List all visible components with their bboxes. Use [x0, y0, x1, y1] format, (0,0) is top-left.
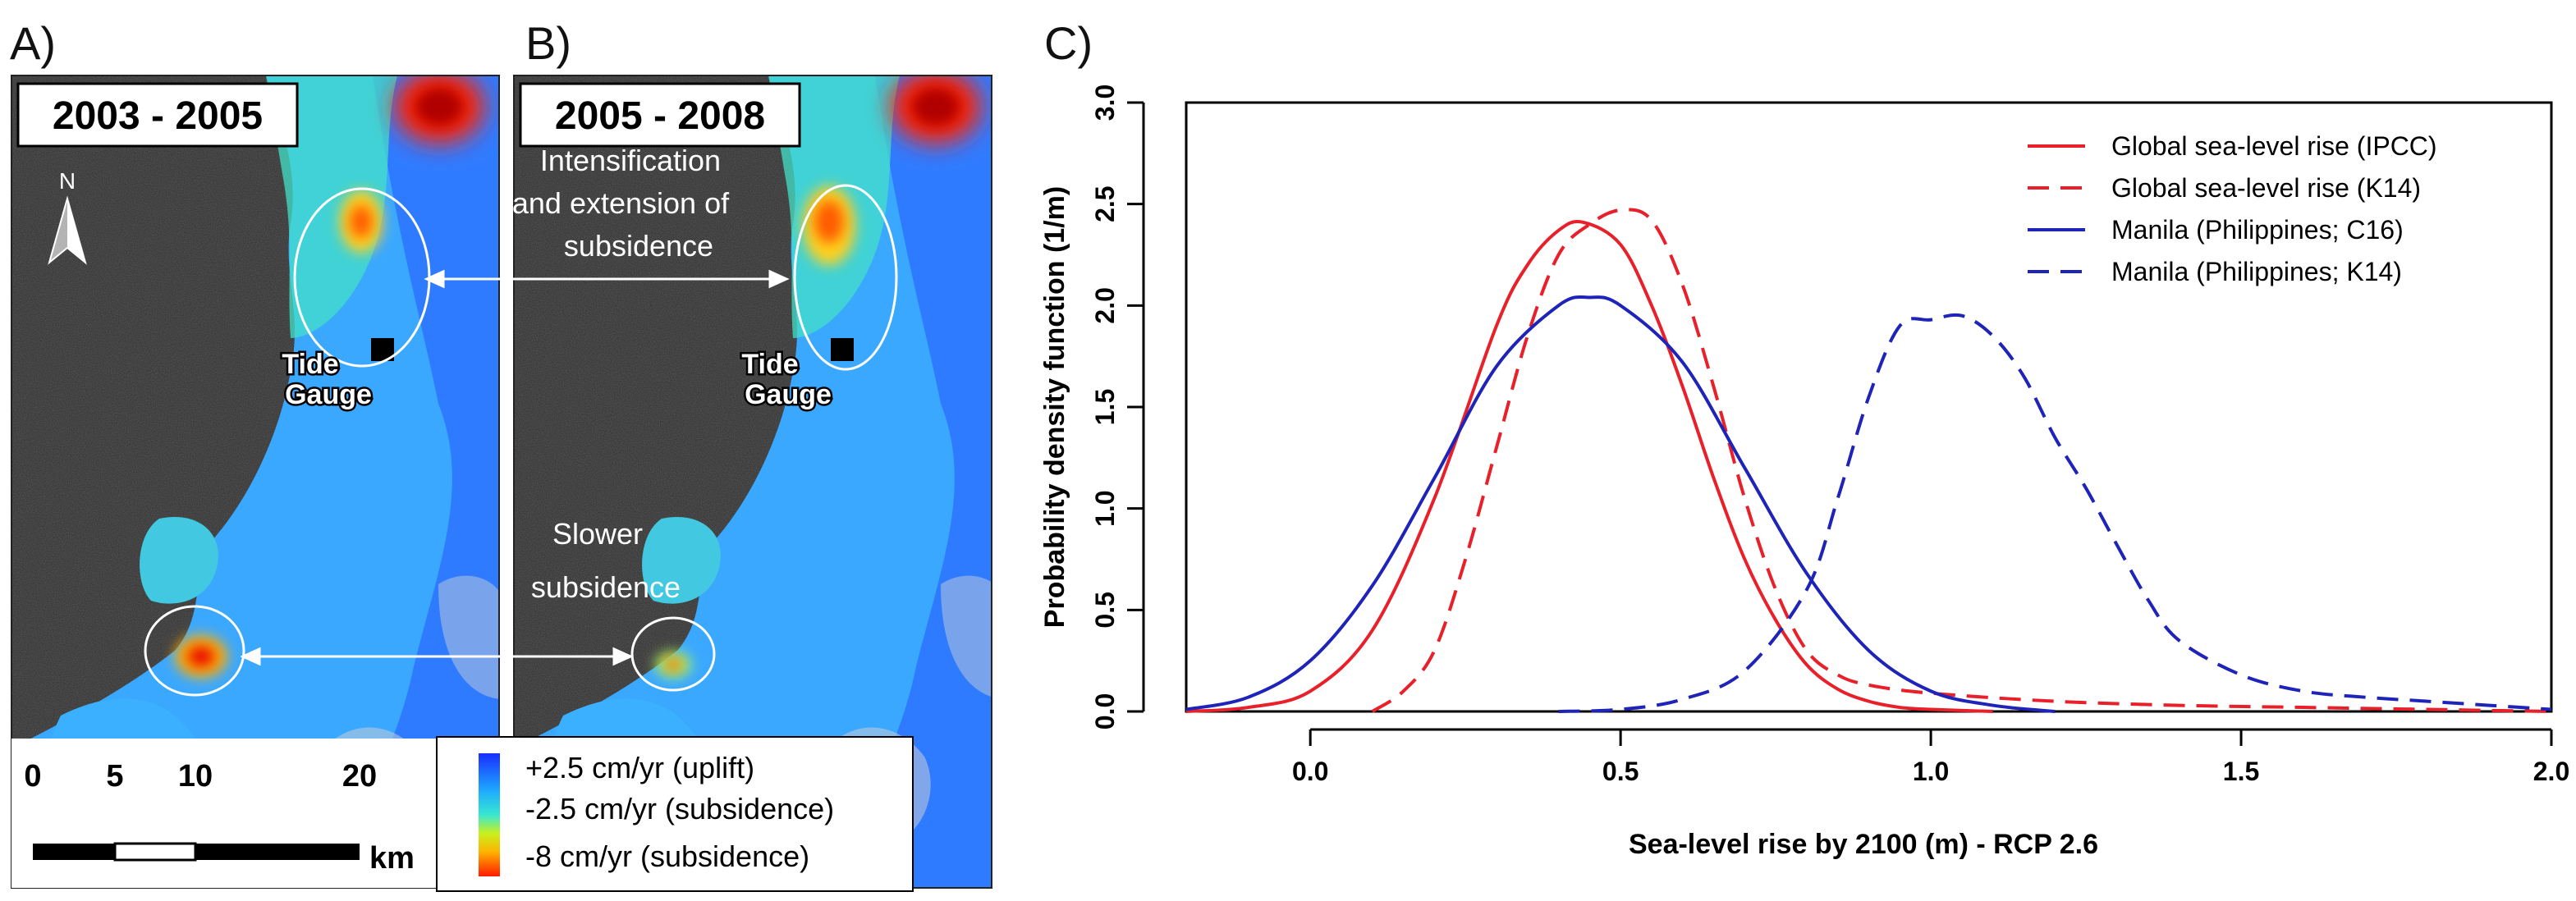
color-legend-bar [479, 753, 500, 876]
x-axis: 0.0 0.5 1.0 1.5 2.0 [1292, 728, 2569, 786]
y-tick-label: 0.5 [1090, 592, 1120, 628]
x-tick-label: 0.5 [1602, 757, 1639, 786]
series-line-2 [1185, 295, 2056, 713]
panel-b-period-box [519, 82, 801, 148]
legend-label-3: Manila (Philippines; K14) [2111, 257, 2402, 286]
color-legend: +2.5 cm/yr (uplift) -2.5 cm/yr (subsiden… [436, 736, 914, 892]
panel-a-period: 2003 - 2005 [53, 94, 263, 138]
panel-a-highlight-ellipse-south [144, 605, 245, 697]
panel-b-letter: B) [525, 17, 571, 69]
scale-segment-2 [113, 842, 197, 862]
scale-tick-5: 5 [106, 759, 123, 794]
panel-a-tide-line2: Gauge [285, 379, 372, 410]
x-tick-label: 2.0 [2533, 757, 2569, 786]
scale-segment-3 [195, 844, 360, 860]
plot-frame [1185, 101, 2553, 713]
panel-a-tide-gauge-label: Tide Gauge [280, 347, 374, 413]
legend-label-0: Global sea-level rise (IPCC) [2111, 131, 2437, 161]
legend-subsidence-strong: -8 cm/yr (subsidence) [525, 839, 809, 873]
y-tick-label: 2.0 [1090, 287, 1120, 323]
scale-tick-20: 20 [342, 759, 377, 794]
legend-label-1: Global sea-level rise (K14) [2111, 173, 2421, 203]
panel-a-tide-line1: Tide [282, 349, 338, 380]
panel-b-highlight-ellipse-south [630, 616, 716, 692]
legend-subsidence-moderate: -2.5 cm/yr (subsidence) [525, 792, 834, 826]
panel-b-tide-line1: Tide [741, 349, 798, 380]
annotation-intensification: Intensification and extension of subside… [512, 144, 730, 263]
scale-bar: 0 5 10 20 km [11, 739, 437, 888]
north-arrow-icon: N [48, 168, 87, 265]
series-line-1 [1371, 208, 2552, 713]
y-tick-label: 2.5 [1090, 185, 1120, 222]
annotation-slower: Slower subsidence [531, 517, 681, 604]
series-lines [1185, 208, 2552, 713]
arrow-south-head-left [240, 647, 261, 666]
y-tick-label: 1.0 [1090, 490, 1120, 526]
annotation-slower-line1: Slower [552, 517, 643, 551]
legend-uplift: +2.5 cm/yr (uplift) [525, 751, 754, 784]
y-axis: 0.0 0.5 1.0 1.5 2.0 2.5 3.0 [1090, 85, 1145, 729]
x-tick-label: 1.0 [1913, 757, 1949, 786]
x-tick-label: 1.5 [2223, 757, 2259, 786]
x-tick-label: 0.0 [1292, 757, 1328, 786]
scale-segment-1 [33, 844, 115, 860]
legend-label-2: Manila (Philippines; C16) [2111, 215, 2404, 245]
annotation-intensification-line1: Intensification [540, 144, 721, 177]
panel-c-letter: C) [1044, 17, 1093, 69]
panel-b-period: 2005 - 2008 [555, 94, 765, 138]
annotation-intensification-line3: subsidence [564, 229, 713, 263]
y-tick-label: 0.0 [1090, 693, 1120, 729]
arrow-north-head-left [424, 269, 445, 289]
y-axis-label: Probability density function (1/m) [1039, 186, 1070, 628]
x-axis-label: Sea-level rise by 2100 (m) - RCP 2.6 [1629, 829, 2098, 860]
north-label: N [59, 168, 76, 194]
arrow-south-head-right [612, 647, 634, 666]
panel-b-highlight-ellipse-north [793, 184, 898, 371]
scale-unit: km [369, 841, 415, 876]
panel-b-tide-gauge-label: Tide Gauge [740, 347, 834, 413]
scale-tick-10: 10 [178, 759, 213, 794]
series-line-3 [1558, 313, 2552, 713]
annotation-intensification-line2: and extension of [512, 186, 730, 220]
chart-legend: Global sea-level rise (IPCC) Global sea-l… [2028, 131, 2437, 286]
series-line-0 [1185, 220, 1993, 713]
panel-b-tide-line2: Gauge [745, 379, 832, 410]
panel-a-letter: A) [10, 17, 56, 69]
y-tick-label: 1.5 [1090, 389, 1120, 425]
scale-tick-0: 0 [24, 759, 41, 794]
pdf-chart: 0.0 0.5 1.0 1.5 2.0 2.5 3.0 0.0 0.5 1.0 1.5 2.0 Gl… [1039, 85, 2569, 860]
connector-arrows [240, 269, 790, 666]
panel-a-period-box [16, 82, 299, 148]
annotation-slower-line2: subsidence [531, 570, 681, 604]
y-tick-label: 3.0 [1090, 85, 1120, 121]
arrow-north-head-right [768, 269, 790, 289]
